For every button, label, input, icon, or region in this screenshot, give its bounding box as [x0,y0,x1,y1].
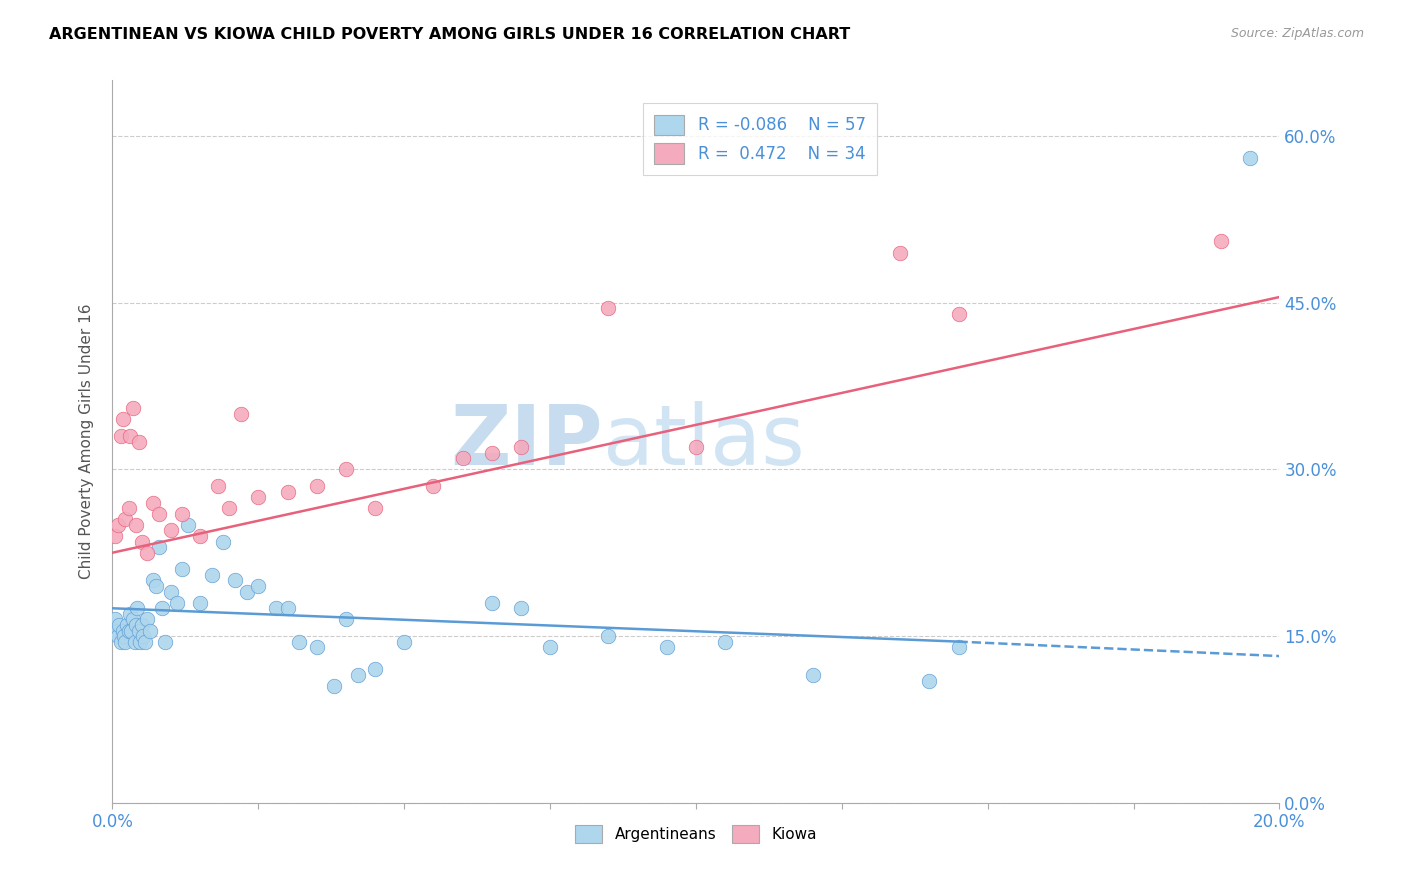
Point [118,607,141,621]
Point [125,601,148,615]
Text: Source: ZipAtlas.com: Source: ZipAtlas.com [1230,27,1364,40]
Point [115,618,138,632]
Point [125,517,148,532]
Point [598,301,620,315]
Point [118,429,141,443]
Point [128,624,150,638]
Point [142,574,165,588]
Point [108,618,131,632]
Point [364,501,387,516]
Point [111,624,134,638]
Point [148,540,170,554]
Point [335,612,357,626]
Point [153,634,176,648]
Point [364,662,387,676]
Point [124,634,146,648]
Point [277,601,299,615]
Point [481,596,503,610]
Point [1211,235,1233,249]
Point [107,629,129,643]
Point [685,440,707,454]
Point [264,601,287,615]
Point [212,534,235,549]
Point [142,496,165,510]
Text: atlas: atlas [603,401,804,482]
Point [160,524,183,538]
Point [948,307,970,321]
Point [139,624,162,638]
Point [104,612,127,626]
Point [481,445,503,459]
Point [346,668,368,682]
Point [277,484,299,499]
Point [714,634,737,648]
Point [122,401,145,416]
Point [172,562,194,576]
Point [136,546,159,560]
Point [394,634,416,648]
Text: ZIP: ZIP [450,401,603,482]
Point [288,634,311,648]
Point [538,640,561,655]
Point [131,534,153,549]
Point [148,507,170,521]
Point [177,517,200,532]
Point [125,618,148,632]
Legend: Argentineans, Kiowa: Argentineans, Kiowa [569,819,823,849]
Point [128,434,150,449]
Y-axis label: Child Poverty Among Girls Under 16: Child Poverty Among Girls Under 16 [79,304,94,579]
Point [918,673,941,688]
Point [451,451,474,466]
Point [229,407,252,421]
Point [122,612,145,626]
Point [335,462,357,476]
Point [1239,151,1261,165]
Point [655,640,678,655]
Point [111,412,134,426]
Point [105,624,128,638]
Point [132,629,155,643]
Point [305,640,328,655]
Point [235,584,257,599]
Point [305,479,328,493]
Point [134,634,156,648]
Point [247,579,270,593]
Point [131,618,153,632]
Point [509,440,531,454]
Point [136,612,159,626]
Point [114,512,136,526]
Point [129,634,152,648]
Point [118,501,141,516]
Point [120,624,142,638]
Point [188,596,211,610]
Point [323,679,346,693]
Point [150,601,173,615]
Point [145,579,167,593]
Point [110,634,132,648]
Point [201,568,224,582]
Point [188,529,211,543]
Point [218,501,240,516]
Point [114,634,136,648]
Point [112,629,135,643]
Point [948,640,970,655]
Point [889,245,911,260]
Point [110,429,132,443]
Point [207,479,229,493]
Point [247,490,270,504]
Point [166,596,188,610]
Point [118,624,141,638]
Point [422,479,444,493]
Point [224,574,246,588]
Point [104,529,127,543]
Point [509,601,531,615]
Point [107,517,129,532]
Text: ARGENTINEAN VS KIOWA CHILD POVERTY AMONG GIRLS UNDER 16 CORRELATION CHART: ARGENTINEAN VS KIOWA CHILD POVERTY AMONG… [49,27,851,42]
Point [598,629,620,643]
Point [160,584,183,599]
Point [801,668,824,682]
Point [172,507,194,521]
